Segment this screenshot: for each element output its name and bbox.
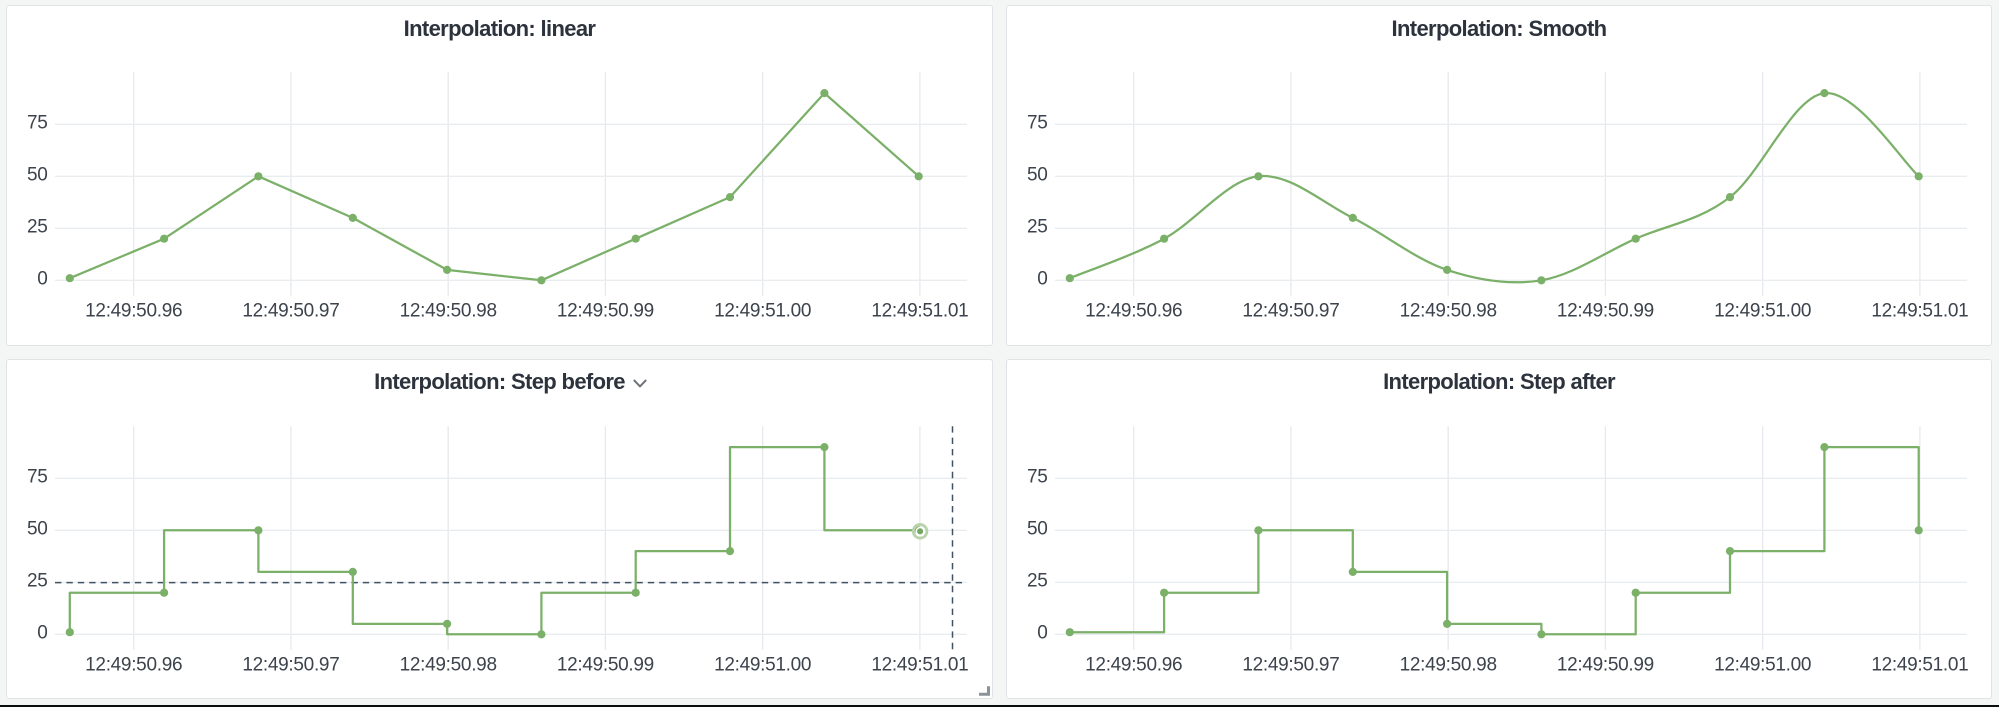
svg-text:12:49:50.97: 12:49:50.97: [1242, 654, 1339, 675]
svg-text:12:49:51.00: 12:49:51.00: [1714, 654, 1811, 675]
svg-text:0: 0: [1037, 269, 1047, 290]
svg-text:12:49:51.01: 12:49:51.01: [871, 301, 968, 322]
svg-text:12:49:50.96: 12:49:50.96: [85, 301, 182, 322]
svg-text:25: 25: [27, 217, 48, 238]
svg-text:12:49:50.99: 12:49:50.99: [1557, 654, 1654, 675]
svg-text:75: 75: [27, 113, 48, 134]
svg-text:50: 50: [27, 165, 48, 186]
svg-text:12:49:50.98: 12:49:50.98: [400, 301, 497, 322]
svg-text:50: 50: [1027, 165, 1048, 186]
svg-text:12:49:50.96: 12:49:50.96: [1085, 654, 1182, 675]
svg-text:12:49:50.97: 12:49:50.97: [242, 301, 339, 322]
svg-text:12:49:51.00: 12:49:51.00: [1714, 301, 1811, 322]
svg-text:12:49:50.98: 12:49:50.98: [400, 654, 497, 675]
svg-text:12:49:50.99: 12:49:50.99: [557, 654, 654, 675]
svg-text:12:49:50.97: 12:49:50.97: [242, 654, 339, 675]
svg-text:75: 75: [27, 466, 48, 487]
svg-text:12:49:51.00: 12:49:51.00: [714, 301, 811, 322]
svg-text:25: 25: [1027, 570, 1048, 591]
svg-text:12:49:50.99: 12:49:50.99: [557, 301, 654, 322]
svg-text:50: 50: [1027, 518, 1048, 539]
svg-text:25: 25: [1027, 217, 1048, 238]
svg-text:0: 0: [37, 622, 47, 643]
svg-text:12:49:50.99: 12:49:50.99: [1557, 301, 1654, 322]
svg-text:12:49:50.96: 12:49:50.96: [1085, 301, 1182, 322]
svg-text:12:49:50.96: 12:49:50.96: [85, 654, 182, 675]
svg-text:25: 25: [27, 570, 48, 591]
svg-text:12:49:50.98: 12:49:50.98: [1400, 654, 1497, 675]
svg-text:75: 75: [1027, 466, 1048, 487]
svg-text:0: 0: [37, 269, 47, 290]
svg-text:12:49:51.01: 12:49:51.01: [871, 654, 968, 675]
svg-text:75: 75: [1027, 113, 1048, 134]
svg-text:12:49:51.00: 12:49:51.00: [714, 654, 811, 675]
svg-text:12:49:51.01: 12:49:51.01: [1871, 301, 1968, 322]
svg-text:0: 0: [1037, 622, 1047, 643]
svg-text:12:49:51.01: 12:49:51.01: [1871, 654, 1968, 675]
svg-text:12:49:50.98: 12:49:50.98: [1400, 301, 1497, 322]
svg-text:12:49:50.97: 12:49:50.97: [1242, 301, 1339, 322]
svg-text:50: 50: [27, 518, 48, 539]
